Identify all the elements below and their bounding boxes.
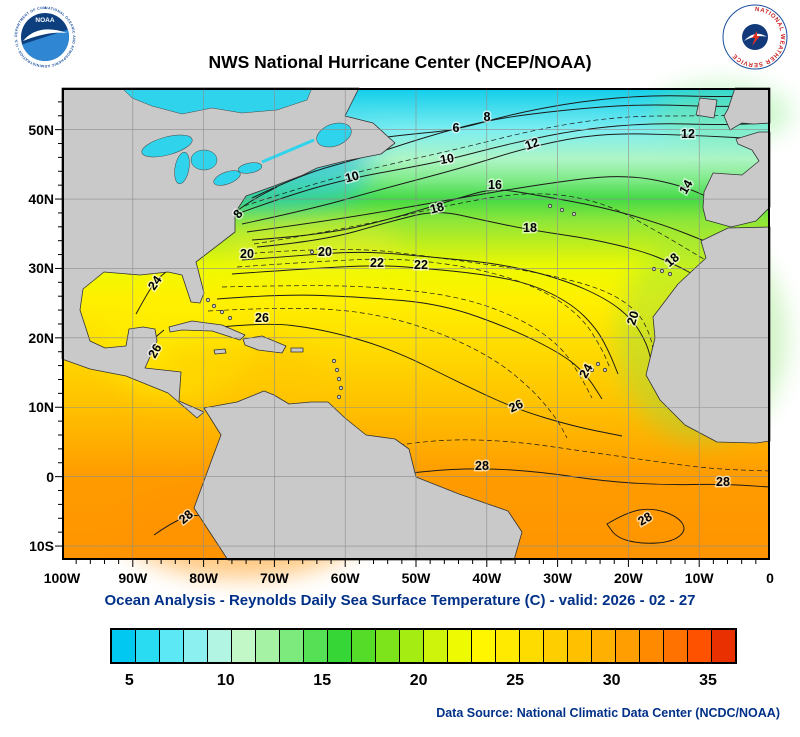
colorbar-cell <box>496 630 520 662</box>
colorbar-cell <box>448 630 472 662</box>
colorbar-cell <box>304 630 328 662</box>
nws-lightning-icon <box>752 31 760 46</box>
lon-label: 90W <box>118 570 148 586</box>
svg-text:8: 8 <box>484 110 491 124</box>
nws-logo-icon: NATIONAL WEATHER SERVICE <box>722 4 788 70</box>
colorbar-cell <box>280 630 304 662</box>
lon-label: 70W <box>259 570 289 586</box>
colorbar-cell <box>664 630 688 662</box>
page-title: NWS National Hurricane Center (NCEP/NOAA… <box>208 52 592 72</box>
colorbar-cell <box>160 630 184 662</box>
colorbar-cell <box>712 630 735 662</box>
nws-gull-icon <box>744 33 767 41</box>
lat-label: 10N <box>28 399 54 416</box>
svg-text:10: 10 <box>439 151 455 167</box>
colorbar-tick-label: 35 <box>699 672 717 689</box>
colorbar-cell <box>472 630 496 662</box>
svg-text:20: 20 <box>240 247 254 261</box>
lon-label: 50W <box>401 570 431 586</box>
colorbar-cell <box>424 630 448 662</box>
nws-logo-svg: NATIONAL WEATHER SERVICE <box>722 4 788 70</box>
svg-text:12: 12 <box>681 127 695 141</box>
svg-text:10: 10 <box>343 168 360 185</box>
colorbar-tick-label: 5 <box>124 672 134 689</box>
lat-label: 0 <box>46 468 54 485</box>
svg-text:28: 28 <box>475 459 489 473</box>
colorbar-cell <box>616 630 640 662</box>
colorbar-cell <box>112 630 136 662</box>
noaa-gull-icon <box>23 29 67 41</box>
lat-label: 50N <box>28 121 54 138</box>
colorbar-tick-label: 15 <box>313 672 332 689</box>
colorbar-tick-label: 20 <box>409 672 428 689</box>
svg-text:22: 22 <box>370 256 384 270</box>
lon-label: 10W <box>684 570 714 586</box>
svg-text:6: 6 <box>453 121 460 135</box>
colorbar-tick-label: 30 <box>602 672 621 689</box>
svg-text:12: 12 <box>523 135 541 153</box>
colorbar-cell <box>640 630 664 662</box>
colorbar-labels: 5 10 15 20 25 30 35 <box>110 672 737 692</box>
lat-label: 20N <box>28 329 54 346</box>
svg-text:20: 20 <box>624 309 642 327</box>
colorbar-tick-label: 25 <box>506 672 525 689</box>
noaa-logo-icon: NATIONAL OCEANIC AND ATMOSPHERIC ADMINIS… <box>10 1 78 70</box>
lon-label: 100W <box>43 570 81 586</box>
colorbar-cell <box>232 630 256 662</box>
colorbar-cell <box>520 630 544 662</box>
sst-map: 6 8 8 10 10 12 12 14 16 18 18 18 20 20 20 22 22 24 24 26 26 2… <box>55 83 792 578</box>
lon-label: 80W <box>189 570 218 586</box>
colorbar-cell <box>208 630 232 662</box>
map-subtitle: Ocean Analysis - Reynolds Daily Sea Surf… <box>104 592 696 609</box>
colorbar-cell <box>592 630 616 662</box>
colorbar-tick-label: 10 <box>216 672 235 689</box>
axis-ticks <box>55 101 757 567</box>
lat-label: 30N <box>28 260 54 277</box>
colorbar-cell <box>328 630 352 662</box>
lat-label: 10S <box>29 538 54 555</box>
graticule <box>62 88 770 560</box>
svg-text:16: 16 <box>488 178 502 192</box>
colorbar-cell <box>256 630 280 662</box>
noaa-wordmark: NOAA <box>35 17 54 24</box>
data-source: Data Source: National Climatic Data Cent… <box>436 706 780 720</box>
colorbar-cell <box>400 630 424 662</box>
colorbar-cell <box>184 630 208 662</box>
svg-text:18: 18 <box>523 221 537 235</box>
svg-text:18: 18 <box>428 199 445 216</box>
colorbar-cell <box>688 630 712 662</box>
lon-label: 30W <box>543 570 572 586</box>
land-layer <box>61 87 771 561</box>
inland-water-layer <box>121 87 352 186</box>
lon-label: 40W <box>472 570 502 586</box>
svg-text:20: 20 <box>318 245 332 259</box>
lon-label: 60W <box>330 570 360 586</box>
colorbar-cell <box>136 630 160 662</box>
colorbar-cell <box>376 630 400 662</box>
noaa-logo-svg: NATIONAL OCEANIC AND ATMOSPHERIC ADMINIS… <box>10 1 78 70</box>
lon-label: 20W <box>613 570 643 586</box>
map-frame <box>62 88 770 560</box>
colorbar-cell <box>544 630 568 662</box>
lat-label: 40N <box>28 191 54 208</box>
colorbar <box>110 628 737 664</box>
colorbar-cell <box>568 630 592 662</box>
svg-text:28: 28 <box>716 475 730 489</box>
svg-text:22: 22 <box>414 258 428 272</box>
lon-label: 0 <box>766 570 774 586</box>
colorbar-cell <box>352 630 376 662</box>
svg-text:26: 26 <box>255 311 269 325</box>
